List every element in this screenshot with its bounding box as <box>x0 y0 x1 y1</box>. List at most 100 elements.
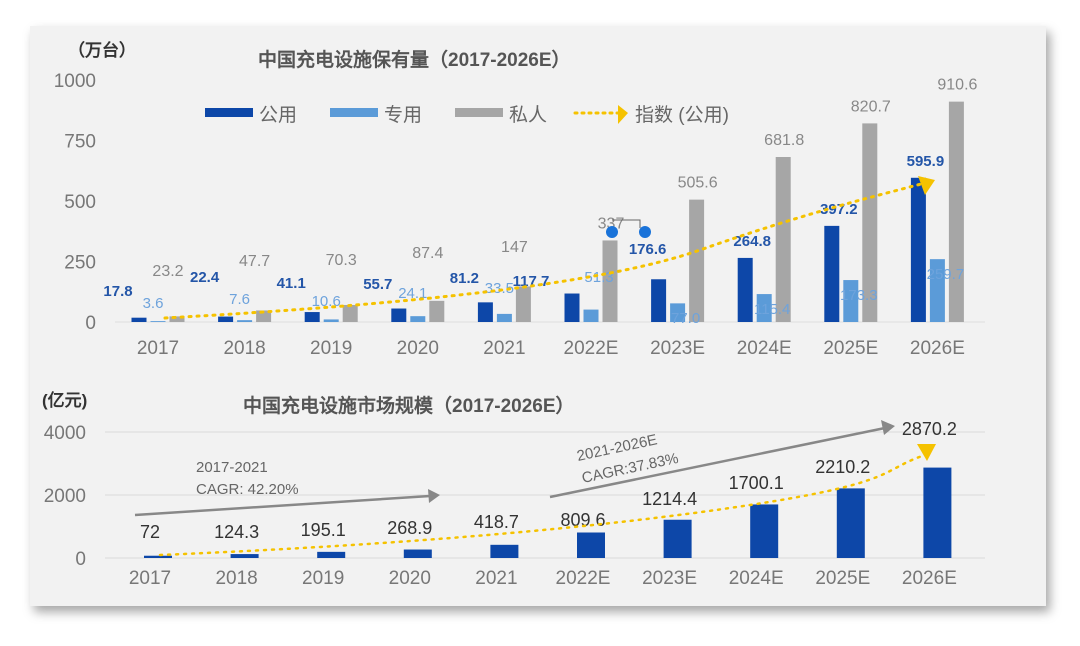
x-tick-label: 2024E <box>729 568 784 589</box>
data-label-public: 176.6 <box>629 241 667 258</box>
data-label: 2870.2 <box>902 419 957 439</box>
data-label: 2210.2 <box>815 457 870 477</box>
bar-market-size <box>403 549 432 558</box>
bar-私人 <box>862 123 878 323</box>
legend-label: 指数 (公用) <box>635 104 729 126</box>
bar-私人 <box>948 101 964 323</box>
x-tick-label: 2017 <box>137 338 179 359</box>
data-label-special: 77.0 <box>671 310 700 327</box>
bar-market-size <box>923 467 952 558</box>
bar-专用 <box>583 309 599 322</box>
bar-专用 <box>496 313 512 322</box>
data-label-public: 595.9 <box>907 153 945 170</box>
bar-专用 <box>410 316 426 322</box>
bar-公用 <box>218 316 234 322</box>
data-label-special: 7.6 <box>229 291 250 308</box>
x-tick-label: 2025E <box>815 568 870 589</box>
data-label: 124.3 <box>214 522 259 542</box>
y-tick-label: 0 <box>75 549 86 570</box>
y-axis-unit: (亿元) <box>42 390 87 410</box>
selection-handle <box>606 226 618 238</box>
label-connector <box>612 219 641 228</box>
x-tick-label: 2021 <box>475 568 517 589</box>
data-label-public: 397.2 <box>820 201 858 218</box>
cagr-value: CAGR: 42.20% <box>196 481 299 498</box>
cagr-arrow-icon <box>428 489 440 503</box>
legend-swatch-1 <box>330 108 378 117</box>
y-tick-label: 0 <box>85 313 96 334</box>
bar-专用 <box>237 320 253 322</box>
bar-market-size <box>317 551 346 558</box>
x-tick-label: 2020 <box>397 338 439 359</box>
bar-market-size <box>144 555 172 558</box>
x-tick-label: 2022E <box>564 338 619 359</box>
legend-swatch-0 <box>205 108 253 117</box>
legend-label: 专用 <box>384 104 422 126</box>
x-tick-label: 2019 <box>310 338 352 359</box>
cagr-arrow-line <box>549 426 886 499</box>
y-tick-label: 1000 <box>54 71 96 92</box>
x-tick-label: 2024E <box>737 338 792 359</box>
x-tick-label: 2020 <box>389 568 431 589</box>
cagr-arrow-icon <box>881 420 895 435</box>
data-label: 268.9 <box>387 518 432 538</box>
bar-专用 <box>929 259 945 322</box>
data-label-private: 910.6 <box>937 77 977 94</box>
data-label: 195.1 <box>301 520 346 540</box>
y-tick-label: 500 <box>64 192 96 213</box>
data-label-special: 115.4 <box>754 301 790 318</box>
data-label-special: 259.7 <box>927 266 965 283</box>
bar-私人 <box>602 240 618 322</box>
bar-公用 <box>564 293 580 322</box>
y-tick-label: 750 <box>64 132 96 153</box>
data-label-private: 70.3 <box>326 252 357 269</box>
bar-私人 <box>169 316 185 322</box>
bar-专用 <box>756 294 772 322</box>
bar-公用 <box>737 257 753 322</box>
data-label: 1700.1 <box>729 473 784 493</box>
bar-market-size <box>230 554 259 558</box>
data-label-private: 87.4 <box>412 245 443 262</box>
legend-swatch-2 <box>455 108 503 117</box>
trend-line <box>163 181 927 320</box>
bar-公用 <box>131 317 147 322</box>
bar-专用 <box>150 321 166 322</box>
bar-专用 <box>843 280 859 322</box>
x-tick-label: 2018 <box>223 338 265 359</box>
data-label-private: 820.7 <box>851 98 891 115</box>
data-label-public: 41.1 <box>277 275 306 292</box>
bar-market-size <box>490 544 519 558</box>
cagr-period: 2017-2021 <box>196 459 268 476</box>
bar-私人 <box>429 300 445 322</box>
legend-label: 私人 <box>509 104 547 126</box>
data-label-public: 55.7 <box>363 276 392 293</box>
x-tick-label: 2021 <box>483 338 525 359</box>
data-label-public: 17.8 <box>103 283 132 300</box>
bar-market-size <box>836 488 865 558</box>
data-label: 72 <box>140 522 160 542</box>
bar-公用 <box>910 177 926 322</box>
bar-公用 <box>824 225 840 322</box>
bar-私人 <box>256 310 272 322</box>
data-label: 1214.4 <box>642 489 697 509</box>
x-tick-label: 2025E <box>823 338 878 359</box>
data-label-special: 51.3 <box>584 269 613 286</box>
trend-arrow-icon <box>918 176 935 195</box>
y-tick-label: 2000 <box>44 486 86 507</box>
data-label: 418.7 <box>474 512 519 532</box>
data-label-private: 47.7 <box>239 253 270 270</box>
x-tick-label: 2018 <box>215 568 257 589</box>
chart-title: 中国充电设施市场规模（2017-2026E） <box>243 394 575 417</box>
bar-私人 <box>689 199 705 322</box>
bar-私人 <box>342 304 358 322</box>
x-tick-label: 2023E <box>650 338 705 359</box>
x-tick-label: 2023E <box>642 568 697 589</box>
bar-公用 <box>651 279 667 322</box>
trend-arrow-icon <box>917 444 936 461</box>
x-tick-label: 2026E <box>902 568 957 589</box>
x-tick-label: 2026E <box>910 338 965 359</box>
x-tick-label: 2017 <box>129 568 171 589</box>
bar-market-size <box>577 532 605 558</box>
y-tick-label: 250 <box>64 253 96 274</box>
